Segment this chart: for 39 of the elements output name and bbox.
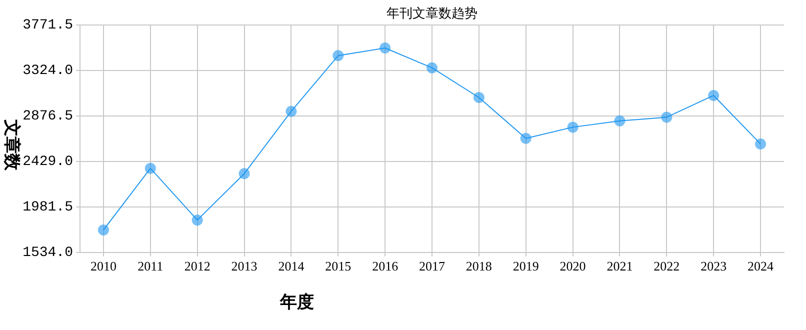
point (238, 168, 250, 180)
point (380, 42, 391, 54)
point (98, 224, 109, 236)
x-tick-label: 2010 (90, 258, 116, 274)
y-tick-label: 1981.5 (22, 200, 73, 216)
x-tick-label: 2021 (606, 258, 633, 274)
point (473, 92, 484, 104)
x-tick-label: 2018 (466, 258, 492, 274)
x-tick-label: 2022 (654, 258, 680, 274)
chart-title: 年刊文章数趋势 (386, 5, 478, 20)
x-tick-label: 2017 (419, 258, 446, 274)
y-tick-label: 3771.5 (22, 18, 73, 34)
point (755, 138, 766, 150)
point (520, 132, 532, 144)
x-tick-label: 2023 (700, 258, 727, 274)
y-tick-label: 3324.0 (22, 63, 73, 80)
point (332, 50, 344, 62)
y-tick-label: 2429.0 (22, 154, 73, 170)
x-tick-label: 2011 (138, 258, 164, 274)
x-tick-label: 2020 (560, 258, 586, 274)
x-axis-title: 年度 (279, 292, 314, 312)
x-tick-label: 2016 (372, 258, 399, 274)
x-tick-label: 2014 (278, 258, 305, 274)
x-tick-label: 2012 (184, 258, 210, 274)
point (567, 122, 578, 133)
point (144, 162, 156, 174)
point (708, 90, 720, 101)
x-tick-label: 2015 (325, 258, 352, 274)
x-tick-label: 2013 (231, 258, 258, 274)
point (426, 62, 438, 74)
point (661, 112, 672, 123)
point (192, 214, 203, 226)
y-tick-label: 2876.5 (22, 108, 73, 125)
point (614, 115, 626, 126)
y-axis-title: 文章数 (2, 118, 22, 172)
x-tick-label: 2024 (748, 258, 774, 274)
y-tick-label: 1534.0 (22, 245, 73, 262)
x-tick-label: 2019 (512, 258, 539, 274)
point (286, 106, 297, 117)
